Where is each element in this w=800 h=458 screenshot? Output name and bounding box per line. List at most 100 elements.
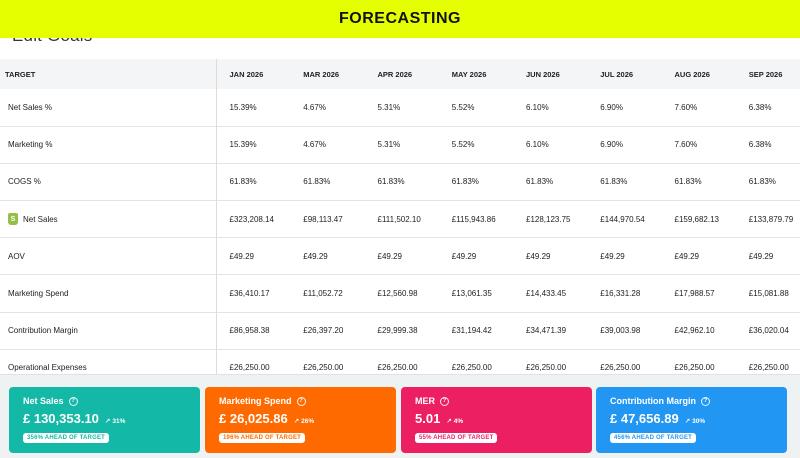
goal-value-cell[interactable]: 61.83% — [526, 177, 554, 187]
column-header-month: AUG 2026 — [674, 69, 710, 79]
goal-value-cell[interactable]: 6.38% — [748, 140, 772, 150]
goal-value-cell[interactable]: £26,250.00 — [674, 363, 715, 373]
goal-value-cell[interactable]: 4.67% — [303, 140, 326, 150]
goal-value-cell[interactable]: 6.90% — [600, 102, 623, 112]
column-header-month: MAY 2026 — [451, 69, 487, 79]
goal-value-cell[interactable]: £323,208.14 — [229, 214, 275, 224]
contribution-margin-card[interactable]: Contribution Margin? £ 47,656.89 ↗ 30% 456% … — [596, 387, 787, 453]
card-value-row: £ 26,025.86 ↗ 26% — [219, 411, 384, 426]
goal-value-cell[interactable]: £11,052.72 — [303, 289, 343, 299]
goal-value-cell[interactable]: £49.29 — [377, 251, 402, 261]
goal-value-cell[interactable]: £26,250.00 — [229, 363, 270, 373]
mer-card[interactable]: MER? 5.01 ↗ 4% 55% AHEAD OF TARGET — [401, 387, 592, 453]
goal-value-cell[interactable]: £31,194.42 — [451, 326, 492, 336]
trend-up-arrow-icon: ↗ — [293, 418, 300, 425]
card-title-row: Net Sales? — [23, 396, 188, 406]
marketing-spend-card[interactable]: Marketing Spend? £ 26,025.86 ↗ 26% 196% AHEA… — [205, 387, 396, 453]
card-value-row: £ 130,353.10 ↗ 31% — [23, 411, 188, 426]
goal-value-cell[interactable]: £42,962.10 — [674, 326, 715, 336]
goal-value-cell[interactable]: £12,560.98 — [377, 289, 418, 299]
card-change-value: 30% — [692, 417, 706, 425]
goal-value-cell[interactable]: £49.29 — [674, 251, 699, 261]
card-title: Contribution Margin — [610, 396, 696, 406]
card-change: ↗ 26% — [293, 417, 314, 426]
goal-value-cell[interactable]: 5.31% — [377, 102, 401, 112]
goal-value-cell[interactable]: £133,879.79 — [748, 214, 794, 224]
table-row: Contribution Margin £86,958.38 £26,397.20 £… — [0, 312, 800, 350]
row-label-cell: AOV — [0, 237, 217, 275]
goal-value-cell[interactable]: £115,943.86 — [451, 214, 496, 224]
goal-value-cell[interactable]: 5.52% — [451, 140, 475, 150]
goal-value-cell[interactable]: £159,682.13 — [674, 214, 720, 224]
goal-value-cell[interactable]: 61.83% — [600, 177, 628, 187]
goal-value-cell[interactable]: £36,020.04 — [748, 326, 789, 336]
goals-table-container[interactable]: TARGET JAN 2026 MAR 2026 APR 2026 MAY 2026 J… — [0, 59, 800, 374]
card-value: £ 26,025.86 — [219, 411, 288, 426]
goal-value-cell[interactable]: 5.31% — [377, 140, 401, 150]
goal-value-cell[interactable]: £13,061.35 — [451, 289, 492, 299]
goal-value-cell[interactable]: £26,250.00 — [526, 363, 567, 373]
info-icon[interactable]: ? — [296, 396, 306, 406]
net-sales-card[interactable]: Net Sales? £ 130,353.10 ↗ 31% 356% AHEAD OF … — [9, 387, 200, 453]
goal-value-cell[interactable]: £15,081.88 — [748, 289, 789, 299]
goal-value-cell[interactable]: 6.10% — [526, 102, 549, 112]
goal-value-cell[interactable]: £26,250.00 — [303, 363, 344, 373]
goal-value-cell[interactable]: 6.38% — [748, 102, 772, 112]
goal-value-cell[interactable]: £98,113.47 — [303, 214, 343, 224]
row-label-cell: COGS % — [0, 163, 217, 201]
row-label: AOV — [8, 251, 25, 261]
goal-value-cell[interactable]: £14,433.45 — [526, 289, 567, 299]
info-icon[interactable]: ? — [68, 396, 78, 406]
goal-value-cell[interactable]: 61.83% — [229, 177, 257, 187]
goal-value-cell[interactable]: 61.83% — [303, 177, 331, 187]
goal-value-cell[interactable]: £36,410.17 — [229, 289, 270, 299]
goal-value-cell[interactable]: £49.29 — [600, 251, 625, 261]
column-header-month: JAN 2026 — [229, 69, 264, 79]
goal-value-cell[interactable]: 15.39% — [229, 140, 257, 150]
target-badge: 196% AHEAD OF TARGET — [219, 433, 306, 443]
goal-value-cell[interactable]: £86,958.38 — [229, 326, 270, 336]
goal-value-cell[interactable]: 5.52% — [451, 102, 475, 112]
info-icon[interactable]: ? — [440, 396, 449, 406]
goal-value-cell[interactable]: £26,250.00 — [451, 363, 492, 373]
goal-value-cell[interactable]: 7.60% — [674, 102, 698, 112]
card-title-row: Marketing Spend? — [219, 396, 384, 406]
goal-value-cell[interactable]: £49.29 — [229, 251, 254, 261]
goal-value-cell[interactable]: 61.83% — [674, 177, 702, 187]
goal-value-cell[interactable]: £26,250.00 — [600, 363, 641, 373]
row-label: COGS % — [8, 177, 41, 187]
goal-value-cell[interactable]: £26,250.00 — [748, 363, 789, 373]
goal-value-cell[interactable]: £17,988.57 — [674, 289, 715, 299]
goal-value-cell[interactable]: 15.39% — [229, 102, 257, 112]
goal-value-cell[interactable]: £29,999.38 — [377, 326, 418, 336]
goal-value-cell[interactable]: £49.29 — [748, 251, 774, 261]
info-icon[interactable]: ? — [700, 396, 710, 406]
goal-value-cell[interactable]: £49.29 — [303, 251, 328, 261]
goal-value-cell[interactable]: £49.29 — [451, 251, 477, 261]
goal-value-cell[interactable]: £144,970.54 — [600, 214, 645, 224]
goal-value-cell[interactable]: 61.83% — [377, 177, 405, 187]
goal-value-cell[interactable]: £49.29 — [526, 251, 551, 261]
card-value-row: 5.01 ↗ 4% — [415, 411, 580, 426]
goal-value-cell[interactable]: £26,397.20 — [303, 326, 344, 336]
goal-value-cell[interactable]: 61.83% — [451, 177, 479, 187]
goal-value-cell[interactable]: £16,331.28 — [600, 289, 641, 299]
goal-value-cell[interactable]: 6.10% — [526, 140, 549, 150]
target-badge: 456% AHEAD OF TARGET — [610, 433, 697, 443]
goal-value-cell[interactable]: 4.67% — [303, 102, 326, 112]
goal-value-cell[interactable]: 7.60% — [674, 140, 698, 150]
goal-value-cell[interactable]: £111,502.10 — [377, 214, 421, 224]
goal-value-cell[interactable]: 61.83% — [748, 177, 776, 187]
card-change: ↗ 4% — [446, 417, 463, 426]
column-header-month: APR 2026 — [377, 69, 413, 79]
card-title: MER — [415, 396, 435, 406]
trend-up-arrow-icon: ↗ — [104, 418, 111, 425]
card-value: £ 47,656.89 — [610, 411, 679, 426]
goal-value-cell[interactable]: £26,250.00 — [377, 363, 418, 373]
goal-value-cell[interactable]: £128,123.75 — [526, 214, 571, 224]
card-title-row: Contribution Margin? — [610, 396, 775, 406]
row-label-cell: Operational Expenses — [0, 349, 217, 374]
goal-value-cell[interactable]: £39,003.98 — [600, 326, 641, 336]
goal-value-cell[interactable]: 6.90% — [600, 140, 623, 150]
goal-value-cell[interactable]: £34,471.39 — [526, 326, 567, 336]
